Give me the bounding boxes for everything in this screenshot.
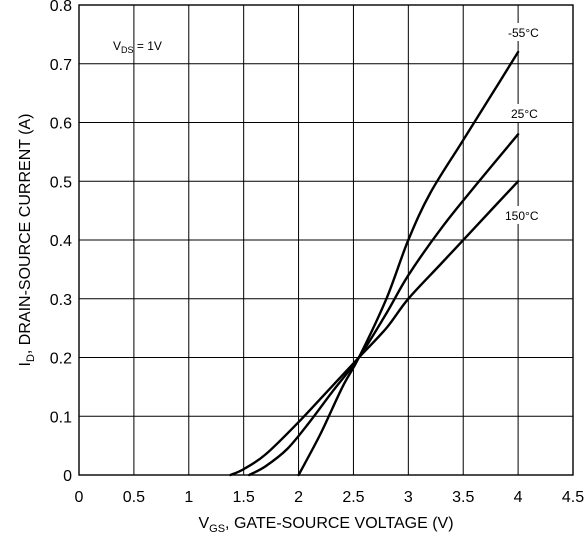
y-tick-label: 0.6 bbox=[50, 116, 72, 133]
curves bbox=[229, 50, 520, 477]
x-tick-label: 0 bbox=[75, 489, 84, 506]
series-curve-2 bbox=[229, 180, 520, 477]
y-tick-label: 0.5 bbox=[50, 174, 72, 191]
y-tick-label: 0.3 bbox=[50, 292, 72, 309]
y-tick-label: 0 bbox=[63, 468, 72, 485]
series-label-0: -55°C bbox=[508, 26, 539, 40]
annotation-vds: VDS = 1V bbox=[113, 39, 162, 55]
x-axis-label: VGS, GATE-SOURCE VOLTAGE (V) bbox=[198, 515, 453, 535]
x-tick-label: 2.5 bbox=[342, 489, 364, 506]
x-tick-label: 0.5 bbox=[123, 489, 145, 506]
tick-labels: 0 0.5 1 1.5 2 2.5 3 3.5 4 4.5 0 0.1 0.2 0.3 0.4 0.5 0.6 0… bbox=[50, 0, 584, 506]
series-label-1: 25°C bbox=[511, 107, 538, 121]
x-axis-label-rest: , GATE-SOURCE VOLTAGE (V) bbox=[225, 515, 453, 532]
x-tick-label: 4.5 bbox=[562, 489, 584, 506]
y-axis-label-rest: , DRAIN-SOURCE CURRENT (A) bbox=[17, 113, 34, 354]
y-axis-label-main: I bbox=[17, 362, 34, 366]
x-tick-label: 2 bbox=[294, 489, 303, 506]
y-tick-label: 0.1 bbox=[50, 409, 72, 426]
y-axis-label: ID, DRAIN-SOURCE CURRENT (A) bbox=[17, 113, 37, 366]
y-tick-label: 0.2 bbox=[50, 351, 72, 368]
y-tick-label: 0.7 bbox=[50, 57, 72, 74]
x-tick-label: 3 bbox=[404, 489, 413, 506]
x-tick-label: 1.5 bbox=[233, 489, 255, 506]
x-tick-label: 4 bbox=[514, 489, 523, 506]
series-curve-0 bbox=[297, 50, 520, 477]
plot-frame bbox=[78, 4, 574, 476]
y-tick-label: 0.8 bbox=[50, 0, 72, 15]
annotation-main: V bbox=[113, 39, 121, 53]
y-tick-label: 0.4 bbox=[50, 233, 72, 250]
series-label-bg bbox=[503, 206, 549, 224]
series-label-2: 150°C bbox=[505, 209, 539, 223]
annotation-rest: = 1V bbox=[134, 39, 162, 53]
series-label-bg bbox=[506, 23, 554, 41]
x-tick-label: 3.5 bbox=[452, 489, 474, 506]
y-axis-label-sub: D bbox=[25, 354, 37, 362]
x-axis-label-sub: GS bbox=[209, 523, 225, 535]
grid-lines bbox=[79, 5, 573, 475]
series-labels: -55°C 25°C 150°C bbox=[503, 23, 554, 224]
annotation-sub: DS bbox=[121, 45, 134, 55]
series-label-bg bbox=[509, 104, 551, 122]
x-axis-label-main: V bbox=[198, 515, 209, 532]
x-tick-label: 1 bbox=[184, 489, 193, 506]
